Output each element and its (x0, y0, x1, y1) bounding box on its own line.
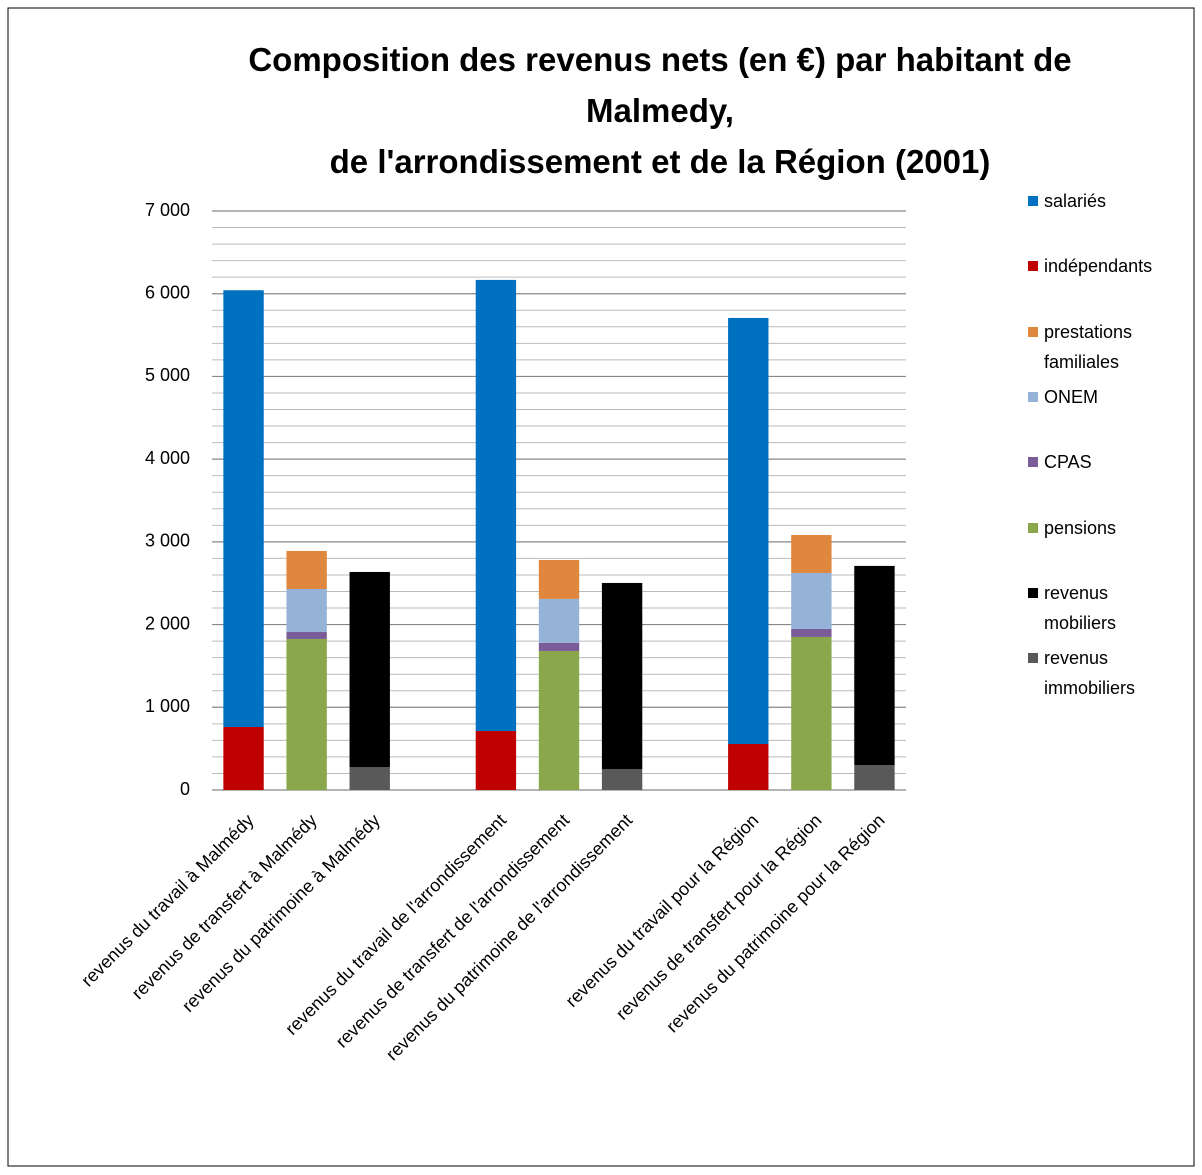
bar-segment (286, 638, 327, 790)
legend-entry: CPAS (1028, 447, 1198, 477)
y-tick-label: 2 000 (145, 613, 190, 633)
chart-title: Composition des revenus nets (en €) par … (248, 41, 1072, 180)
legend-label: indépendants (1044, 256, 1153, 277)
legend-swatch (1028, 457, 1038, 468)
bar-segment (223, 290, 264, 727)
bar-segment (728, 317, 769, 745)
legend-label: CPAS (1044, 452, 1092, 473)
y-tick-label: 6 000 (145, 282, 190, 302)
x-tick-label: revenus du travail de l'arrondissement (281, 810, 510, 1039)
legend-entry: revenus mobiliers (1028, 578, 1198, 638)
y-tick-label: 4 000 (145, 448, 190, 468)
bar-segment (601, 582, 643, 769)
legend-entry: pensions (1028, 513, 1198, 543)
x-tick-label: revenus du patrimoine pour la Région (662, 810, 888, 1036)
legend-label: revenus mobiliers (1044, 582, 1117, 633)
bar-segment (538, 650, 580, 790)
frame (7, 7, 1195, 1167)
legend-entry: revenus immobiliers (1028, 643, 1198, 703)
legend-label: pensions (1044, 517, 1117, 538)
bar-segment (475, 731, 517, 790)
bar-segment (286, 589, 327, 633)
bar-segment (728, 744, 769, 790)
legend-swatch (1028, 326, 1038, 337)
y-tick-label: 5 000 (145, 365, 190, 385)
bar-segment (601, 768, 643, 790)
bar-segment (223, 726, 264, 790)
bar-segment (349, 571, 390, 768)
bar-segment (791, 572, 832, 629)
legend-label: ONEM (1044, 386, 1098, 407)
x-tick-label: revenus du patrimoine de l'arrondissemen… (382, 810, 636, 1064)
bar-segment (854, 765, 895, 790)
legend-swatch (1028, 196, 1038, 206)
y-tick-label: 3 000 (145, 531, 190, 551)
legend-label: revenus immobiliers (1044, 648, 1136, 699)
y-tick-label: 1 000 (145, 696, 190, 716)
legend-entry: ONEM (1028, 382, 1198, 412)
y-tick-label: 7 000 (145, 200, 190, 220)
bar-segment (286, 632, 327, 639)
legend-entry: indépendants (1028, 251, 1198, 281)
bar-segment (349, 767, 390, 790)
legend-label: prestations familiales (1044, 321, 1133, 372)
bar-segment (538, 642, 580, 651)
bar-segment (791, 636, 832, 790)
legend-entry: salariés (1028, 186, 1198, 216)
legend-swatch (1028, 391, 1038, 402)
bar-segment (475, 279, 517, 732)
bar-segment (854, 565, 895, 766)
legend-swatch (1028, 522, 1038, 533)
bar-segment (538, 559, 580, 599)
legend-swatch (1028, 653, 1038, 664)
bar-segment (286, 550, 327, 590)
bar-segment (538, 598, 580, 643)
legend-swatch (1028, 587, 1038, 598)
legend-entry: prestations familiales (1028, 317, 1198, 377)
legend-swatch (1028, 261, 1038, 272)
legend-label: salariés (1044, 191, 1107, 211)
bar-segment (791, 628, 832, 637)
x-tick-label: revenus de transfert de l'arrondissement (332, 810, 574, 1052)
bar-segment (791, 534, 832, 573)
y-tick-label: 0 (180, 779, 190, 799)
